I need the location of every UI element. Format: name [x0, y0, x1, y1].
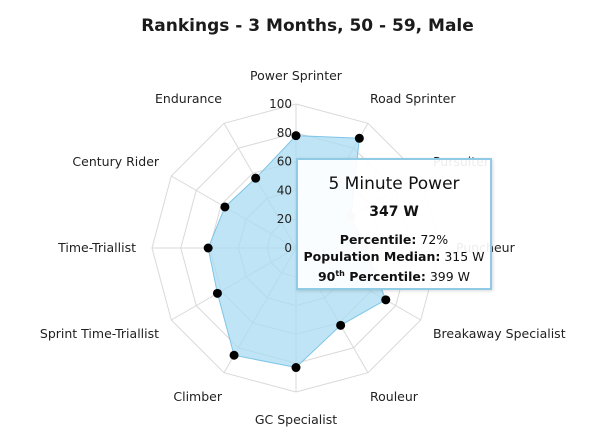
chart-title: Rankings - 3 Months, 50 - 59, Male — [141, 16, 474, 36]
axis-label: Sprint Time-Triallist — [40, 326, 159, 341]
axis-label: Power Sprinter — [250, 68, 343, 83]
data-tooltip: 5 Minute Power 347 W Percentile: 72% Pop… — [296, 158, 492, 290]
axis-label: Climber — [173, 389, 222, 404]
axis-label: Century Rider — [72, 154, 159, 169]
axis-label: Rouleur — [370, 389, 419, 404]
tooltip-p90-row: 90th Percentile: 399 W — [298, 265, 490, 285]
data-point[interactable] — [229, 350, 239, 360]
tooltip-percentile-label: Percentile: — [339, 232, 417, 247]
data-point[interactable] — [291, 363, 301, 373]
tooltip-median-value: 315 W — [444, 249, 485, 264]
axis-label: Breakaway Specialist — [433, 326, 566, 341]
tooltip-percentile-value: 72% — [420, 232, 449, 247]
data-point[interactable] — [381, 295, 391, 305]
tick-label: 40 — [277, 183, 292, 197]
axis-label: Road Sprinter — [370, 91, 456, 106]
radial-tick-labels: 0 20 40 60 80 100 — [269, 97, 292, 255]
tick-label: 80 — [277, 126, 292, 140]
axis-label: GC Specialist — [255, 412, 337, 427]
tooltip-title: 5 Minute Power — [328, 174, 460, 194]
data-point[interactable] — [354, 133, 364, 143]
data-point[interactable] — [336, 320, 346, 330]
tick-label: 20 — [277, 212, 292, 226]
axis-label: Endurance — [155, 91, 222, 106]
tooltip-p90-value: 399 W — [429, 269, 471, 285]
data-point[interactable] — [203, 243, 213, 253]
data-point[interactable] — [251, 173, 261, 183]
tooltip-percentile-row: Percentile: 72% — [298, 231, 490, 248]
data-point[interactable] — [212, 288, 222, 298]
tooltip-median-row: Population Median: 315 W — [298, 248, 490, 265]
data-point[interactable] — [291, 131, 301, 141]
tooltip-median-label: Population Median: — [303, 249, 441, 264]
axis-label: Time-Triallist — [57, 240, 136, 255]
tooltip-value: 347 W — [369, 204, 419, 220]
data-point[interactable] — [220, 202, 230, 212]
tick-label: 0 — [284, 241, 292, 255]
tick-label: 100 — [269, 97, 292, 111]
tooltip-p90-label: 90th Percentile: — [317, 269, 426, 285]
tick-label: 60 — [277, 155, 292, 169]
